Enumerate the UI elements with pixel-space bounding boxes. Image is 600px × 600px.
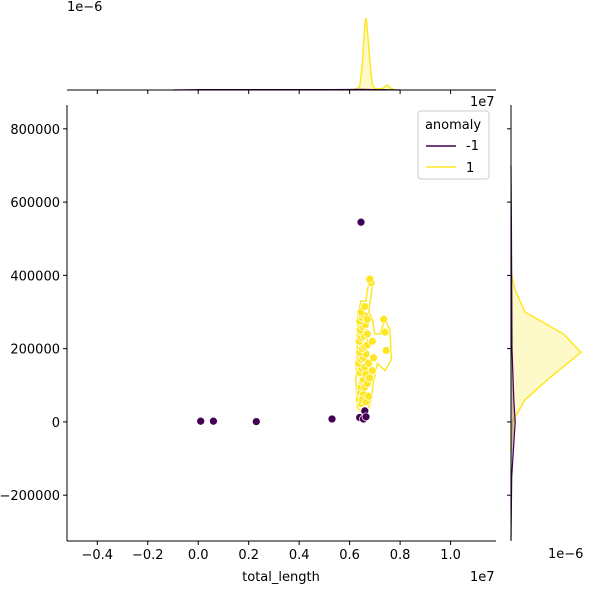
scatter-point-anomaly <box>327 414 337 424</box>
scatter-point-normal <box>367 336 377 346</box>
right-kde-fill-normal <box>511 260 581 452</box>
x-tick-label: −0.2 <box>132 548 164 563</box>
x-tick-label: 0.0 <box>188 548 209 563</box>
right-marginal-offset-label: 1e−6 <box>548 547 583 562</box>
x-ticks: −0.4 −0.2 0.0 0.2 0.4 0.6 0.8 1.0 <box>81 541 461 563</box>
scatter-point-normal <box>365 274 375 284</box>
y-ticks: −200000 0 200000 400000 600000 800000 <box>0 123 67 504</box>
top-kde-line-normal <box>354 17 396 91</box>
y-tick-label: 400000 <box>10 269 60 284</box>
right-kde-fill-anomaly <box>511 165 516 540</box>
x-tick-label: 0.8 <box>390 548 411 563</box>
scatter-point-normal <box>364 358 373 368</box>
kde-contour <box>355 276 393 414</box>
scatter-point-normal <box>365 373 375 383</box>
scatter-point-normal <box>362 314 372 324</box>
scatter-point-normal <box>367 366 377 375</box>
legend: anomaly -1 1 <box>417 110 490 180</box>
x-tick-label: 0.2 <box>238 548 259 563</box>
scatter-point-normal <box>380 327 390 337</box>
top-marginal-kde <box>67 17 496 91</box>
legend-frame <box>417 110 490 180</box>
top-marginal-offset-label: 1e−6 <box>67 0 102 15</box>
scatter-point-normal <box>379 314 389 324</box>
x-tick-label: −0.4 <box>81 548 113 563</box>
legend-label-neg1: -1 <box>466 139 479 154</box>
x-tick-label: 0.6 <box>339 548 360 563</box>
scatter-point-normal <box>369 353 378 363</box>
y-tick-label: 600000 <box>10 196 60 211</box>
y-tick-label: −200000 <box>0 489 60 504</box>
x-axis-label: total_length <box>242 570 320 585</box>
y-tick-label: 200000 <box>10 343 60 358</box>
scatter-point-normal <box>362 329 372 339</box>
legend-title: anomaly <box>425 118 481 133</box>
scatter-point-normal <box>360 302 370 311</box>
y-tick-label: 0 <box>52 416 60 431</box>
scatter-point-anomaly <box>196 416 206 426</box>
x-offset-label-bottom: 1e7 <box>470 570 495 585</box>
x-tick-label: 1.0 <box>440 548 461 563</box>
right-marginal-kde <box>510 105 583 541</box>
scatter-point-anomaly <box>356 217 366 227</box>
legend-label-1: 1 <box>466 161 474 176</box>
scatter-point-anomaly <box>209 416 218 426</box>
scatter-point-normal <box>364 391 373 401</box>
scatter-point-anomaly <box>251 417 261 426</box>
top-marginal-x-ticks <box>96 90 452 94</box>
right-kde-line-normal <box>510 260 583 452</box>
scatter-points <box>196 217 391 426</box>
x-offset-label: 1e7 <box>470 95 495 110</box>
scatter-point-normal <box>381 346 391 355</box>
scatter-point-anomaly <box>361 412 371 422</box>
right-marginal-y-ticks <box>507 128 511 496</box>
main-axes: −0.4 −0.2 0.0 0.2 0.4 0.6 0.8 1.0 −200000 0 20000… <box>0 90 511 585</box>
y-tick-label: 800000 <box>10 123 60 138</box>
x-tick-label: 0.4 <box>289 548 310 563</box>
